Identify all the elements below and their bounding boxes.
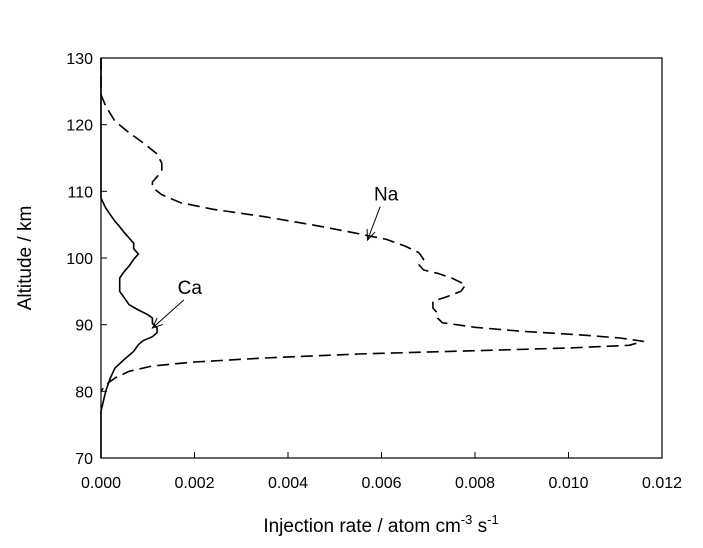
y-tick-label: 110 — [67, 184, 93, 201]
y-tick-label: 80 — [75, 384, 93, 401]
x-axis-title-sup1: -3 — [461, 512, 473, 527]
y-axis-title: Altitude / km — [15, 206, 36, 311]
y-axis: 70 80 90 100 110 120 130 — [66, 51, 107, 468]
x-tick-label: 0.006 — [361, 475, 401, 492]
annotation-na-arrow — [367, 206, 381, 241]
x-tick-label: 0.008 — [455, 475, 495, 492]
y-tick-label: 100 — [66, 251, 93, 268]
plot-area-border — [100, 57, 663, 459]
annotation-na-arrowhead — [366, 228, 376, 242]
plot-frame — [100, 57, 663, 459]
annotation-ca-arrow — [152, 299, 185, 329]
series-layer — [100, 58, 645, 458]
annotation-ca-label: Ca — [178, 278, 203, 299]
annotation-ca-arrowhead — [151, 317, 163, 329]
x-tick-label: 0.004 — [268, 475, 308, 492]
x-axis-title-mid: s — [472, 516, 487, 537]
y-tick-label: 70 — [75, 451, 93, 468]
x-tick-label: 0.002 — [174, 475, 214, 492]
x-axis-title: Injection rate / atom cm-3 s-1 — [263, 512, 498, 537]
series-ca-line — [100, 58, 158, 458]
x-tick-label: 0.010 — [548, 475, 588, 492]
annotation-na-label: Na — [374, 185, 399, 206]
y-tick-label: 130 — [66, 51, 93, 68]
series-na-line — [100, 58, 645, 392]
x-axis: 0.000 0.002 0.004 0.006 0.008 0.010 0.012 — [81, 452, 682, 492]
x-tick-label: 0.000 — [81, 475, 121, 492]
x-axis-title-sup2: -1 — [487, 512, 499, 527]
y-tick-label: 120 — [66, 118, 93, 135]
x-tick-label: 0.012 — [642, 475, 682, 492]
x-axis-title-main: Injection rate / atom cm — [263, 516, 460, 537]
y-tick-label: 90 — [75, 318, 93, 335]
annotations-layer: Na Ca — [151, 185, 399, 329]
